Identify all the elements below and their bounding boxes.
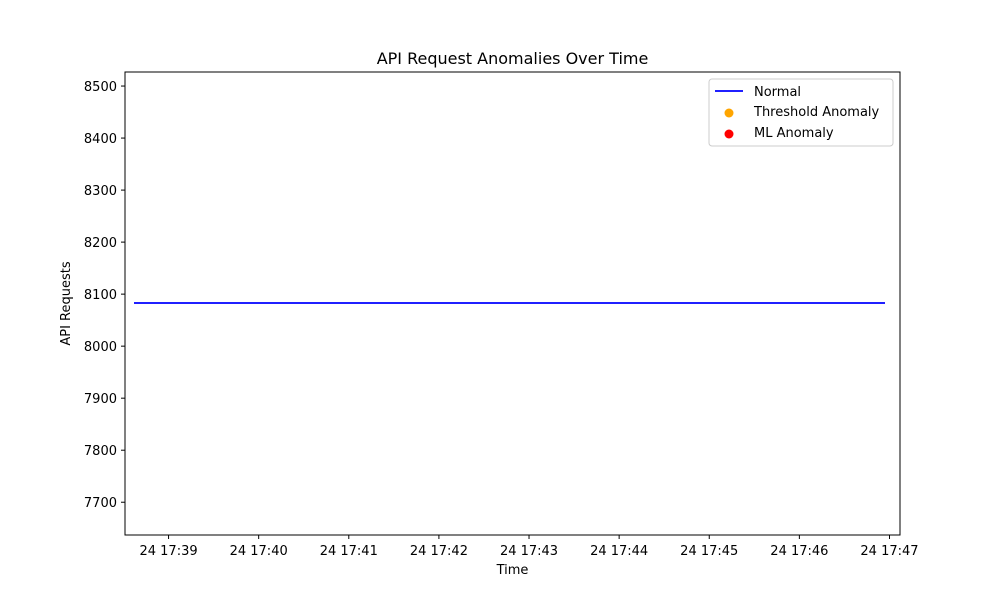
x-tick-label: 24 17:45 — [680, 544, 738, 559]
x-tick-label: 24 17:43 — [500, 544, 558, 559]
legend-swatch-ml-anomaly — [724, 129, 734, 139]
x-tick-label: 24 17:44 — [590, 544, 648, 559]
x-tick-label: 24 17:46 — [770, 544, 828, 559]
y-tick-label: 8100 — [84, 288, 117, 303]
x-tick-label: 24 17:40 — [230, 544, 288, 559]
y-tick-label: 8400 — [84, 132, 117, 147]
y-tick-label: 7700 — [84, 496, 117, 511]
legend: Normal Threshold Anomaly ML Anomaly — [708, 78, 894, 147]
x-tick-label: 24 17:39 — [139, 544, 197, 559]
legend-label-ml-anomaly: ML Anomaly — [754, 126, 834, 141]
legend-label-threshold-anomaly: Threshold Anomaly — [753, 105, 880, 120]
y-tick-label: 8300 — [84, 184, 117, 199]
x-tick-label: 24 17:47 — [860, 544, 918, 559]
y-axis-label: API Requests — [59, 261, 74, 346]
legend-label-normal: Normal — [754, 85, 801, 100]
y-tick-label: 7900 — [84, 392, 117, 407]
y-axis: 7700 7800 7900 8000 8100 8200 8300 8400 8500 — [84, 80, 125, 511]
plot-area — [124, 71, 901, 536]
legend-frame — [708, 78, 894, 147]
x-tick-label: 24 17:42 — [410, 544, 468, 559]
y-tick-label: 8500 — [84, 80, 117, 95]
legend-swatch-threshold-anomaly — [724, 108, 734, 118]
chart-title: API Request Anomalies Over Time — [377, 49, 649, 68]
x-tick-label: 24 17:41 — [320, 544, 378, 559]
y-tick-label: 7800 — [84, 444, 117, 459]
x-axis-label: Time — [496, 563, 529, 578]
y-tick-label: 8000 — [84, 340, 117, 355]
y-tick-label: 8200 — [84, 236, 117, 251]
x-axis: 24 17:39 24 17:40 24 17:41 24 17:42 24 17:43… — [139, 535, 919, 559]
